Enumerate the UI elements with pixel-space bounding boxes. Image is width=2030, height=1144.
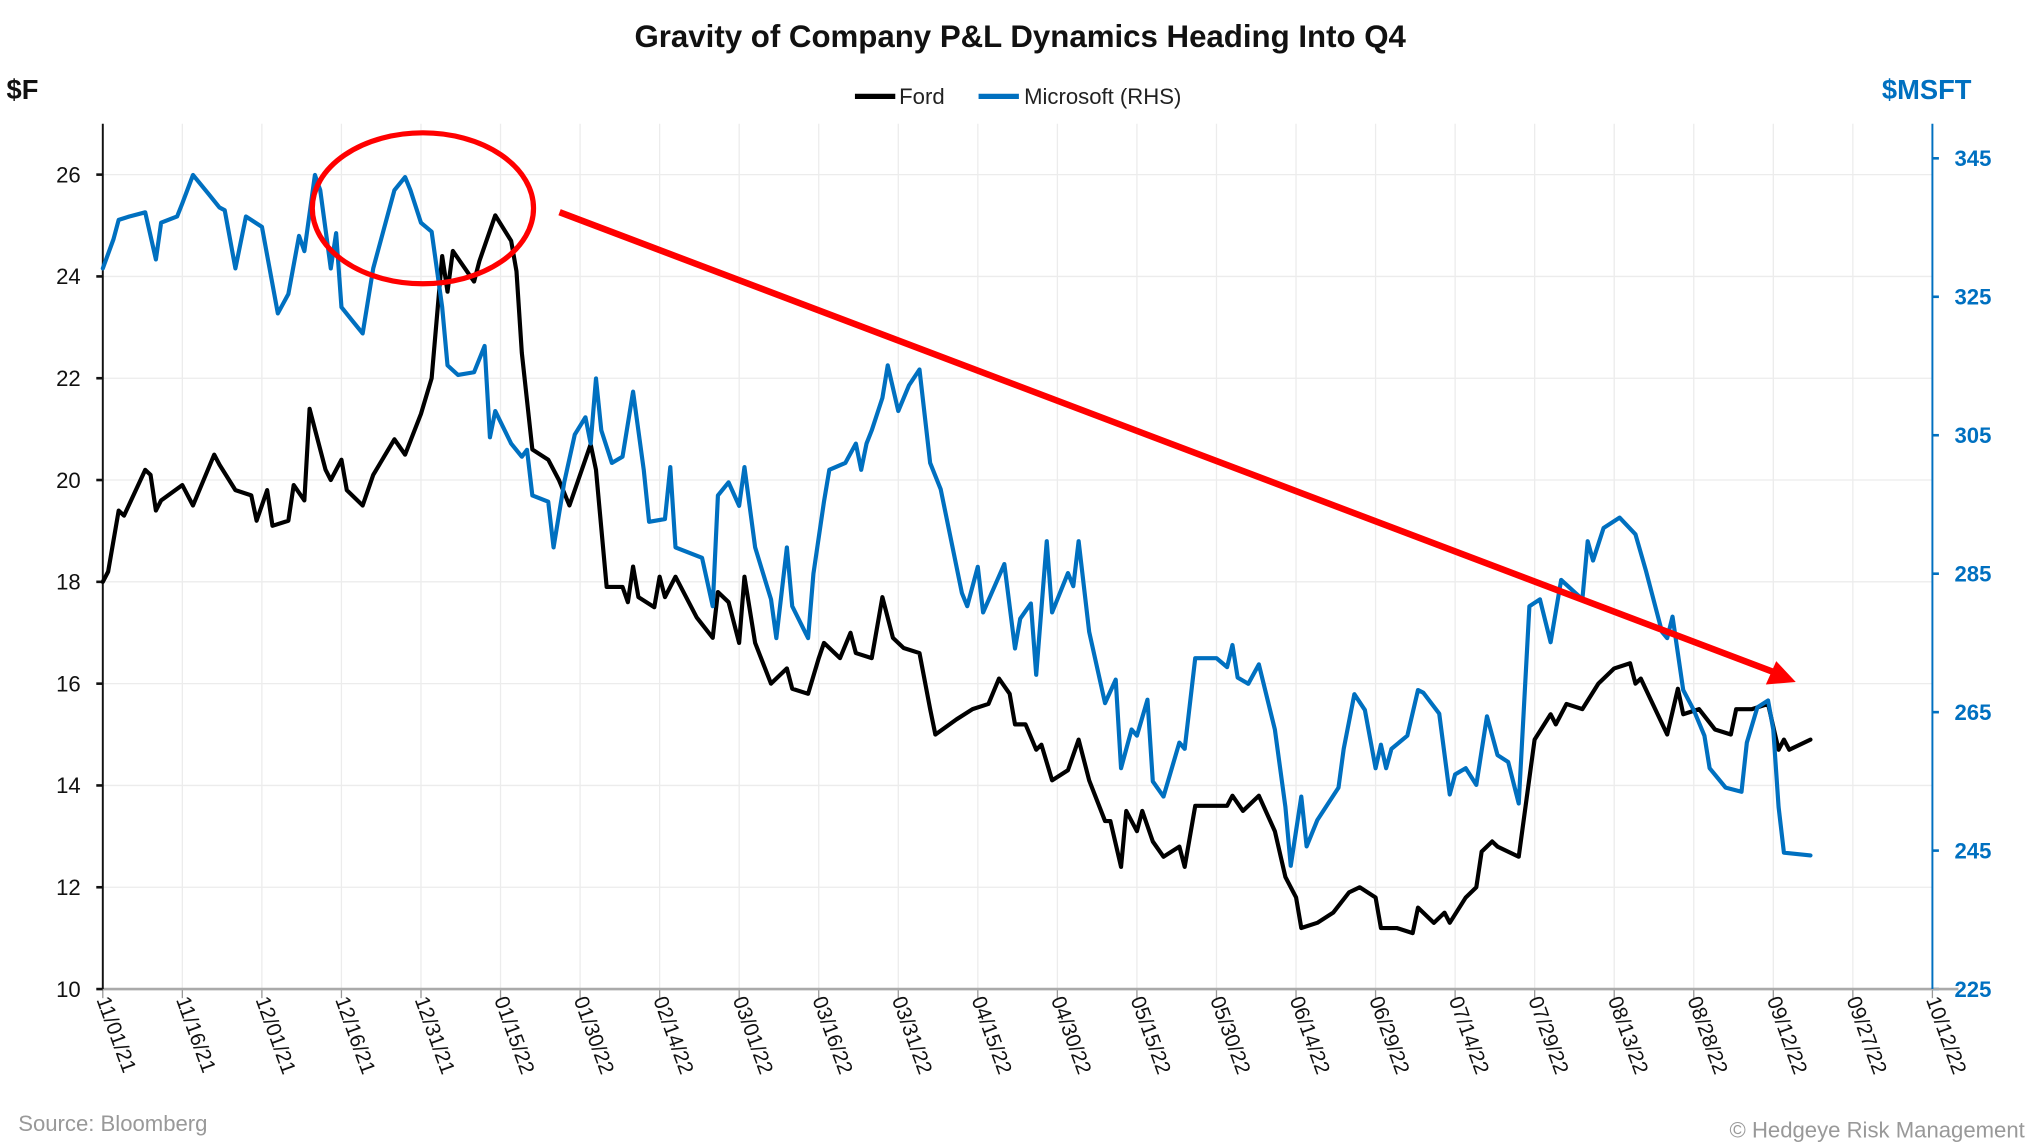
right-tick-label: 245: [1955, 838, 1992, 863]
x-tick-label: 06/14/22: [1285, 993, 1334, 1077]
right-tick-label: 265: [1955, 700, 1992, 725]
left-tick-label: 22: [56, 366, 81, 391]
x-tick-label: 07/14/22: [1444, 993, 1493, 1077]
x-tick-label: 04/30/22: [1046, 993, 1095, 1077]
annotation-arrow-head: [1765, 661, 1796, 685]
chart-title: Gravity of Company P&L Dynamics Heading …: [635, 19, 1407, 54]
x-tick-label: 12/31/21: [410, 993, 459, 1077]
x-tick-label: 09/12/22: [1762, 993, 1811, 1077]
x-tick-label: 01/15/22: [489, 993, 538, 1077]
legend-label-microsoft: Microsoft (RHS): [1024, 84, 1181, 109]
annotation-trend-arrow: [558, 209, 1774, 675]
x-tick-label: 11/16/21: [171, 993, 220, 1076]
x-tick-label: 12/16/21: [330, 993, 379, 1077]
gridlines: [102, 123, 1934, 990]
microsoft-price-line: [100, 172, 1813, 868]
series-lines: [100, 172, 1813, 936]
x-tick-label: 01/30/22: [569, 993, 618, 1077]
x-tick-label: 07/29/22: [1523, 993, 1572, 1077]
left-tick-label: 26: [56, 162, 81, 187]
right-tick-label: 325: [1955, 285, 1992, 310]
x-tick-label: 08/13/22: [1603, 993, 1652, 1077]
x-tick-label: 11/01/21: [92, 993, 141, 1076]
x-tick-label: 12/01/21: [251, 993, 300, 1077]
right-axis-title: $MSFT: [1882, 74, 1972, 105]
right-tick-label: 285: [1955, 561, 1992, 586]
x-tick-label: 10/12/22: [1921, 993, 1970, 1077]
right-tick-label: 345: [1955, 146, 1992, 171]
x-tick-label: 09/27/22: [1842, 993, 1891, 1077]
x-tick-label: 08/28/22: [1683, 993, 1732, 1077]
left-axis-title: $F: [7, 74, 39, 105]
x-tick-label: 02/14/22: [648, 993, 697, 1077]
legend-label-ford: Ford: [899, 84, 944, 109]
copyright-credit: © Hedgeye Risk Management: [1730, 1117, 2025, 1142]
axes: 11/01/21 11/16/21 12/01/21 12/16/21 12/31/21…: [56, 123, 1992, 1077]
left-tick-label: 24: [56, 264, 81, 289]
annotation-circle: [309, 130, 537, 287]
left-tick-label: 10: [56, 977, 81, 1002]
left-tick-label: 20: [56, 468, 81, 493]
x-tick-label: 04/15/22: [967, 993, 1016, 1077]
ford-price-line: [100, 213, 1813, 936]
left-tick-label: 14: [56, 773, 81, 798]
left-tick-label: 16: [56, 671, 81, 696]
x-tick-label: 05/15/22: [1126, 993, 1175, 1077]
x-tick-label: 05/30/22: [1205, 993, 1254, 1077]
x-tick-label: 03/31/22: [887, 993, 936, 1077]
x-tick-label: 03/16/22: [808, 993, 857, 1077]
annotations: [309, 130, 1796, 685]
source-note: Source: Bloomberg: [18, 1111, 207, 1136]
right-tick-label: 225: [1955, 977, 1992, 1002]
x-tick-label: 03/01/22: [728, 993, 777, 1077]
right-tick-label: 305: [1955, 423, 1992, 448]
legend: Ford Microsoft (RHS): [854, 84, 1181, 109]
left-tick-label: 18: [56, 570, 81, 595]
left-tick-label: 12: [56, 875, 81, 900]
x-tick-label: 06/29/22: [1364, 993, 1413, 1077]
